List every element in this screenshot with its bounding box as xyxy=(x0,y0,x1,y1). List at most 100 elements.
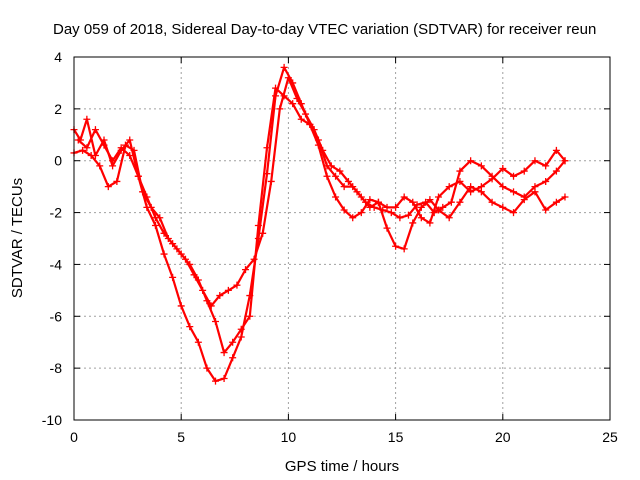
data-point-marker xyxy=(510,172,518,180)
data-point-marker xyxy=(246,312,254,320)
data-point-marker xyxy=(306,120,314,128)
data-point-marker xyxy=(177,302,185,310)
data-point-marker xyxy=(297,115,305,123)
data-point-marker xyxy=(169,240,177,248)
data-point-marker xyxy=(409,198,417,206)
data-point-marker xyxy=(417,214,425,222)
data-point-marker xyxy=(510,188,518,196)
data-point-marker xyxy=(499,183,507,191)
data-point-marker xyxy=(332,193,340,201)
y-tick-label: -2 xyxy=(50,205,63,221)
data-point-marker xyxy=(194,276,202,284)
data-point-marker xyxy=(434,193,442,201)
data-point-marker xyxy=(426,196,434,204)
data-point-marker xyxy=(151,214,159,222)
data-point-marker xyxy=(293,94,301,102)
data-point-marker xyxy=(488,175,496,183)
data-point-marker xyxy=(456,198,464,206)
x-tick-label: 0 xyxy=(70,429,78,445)
data-point-marker xyxy=(194,338,202,346)
data-point-marker xyxy=(254,222,262,230)
data-point-marker xyxy=(456,167,464,175)
data-point-marker xyxy=(186,260,194,268)
data-point-marker xyxy=(151,222,159,230)
data-point-marker xyxy=(169,273,177,281)
x-tick-label: 15 xyxy=(388,429,404,445)
y-tick-label: 4 xyxy=(54,49,62,65)
y-tick-label: 2 xyxy=(54,101,62,117)
data-point-marker xyxy=(113,177,121,185)
data-point-marker xyxy=(267,177,275,185)
data-point-marker xyxy=(263,144,271,152)
data-point-marker xyxy=(340,206,348,214)
data-point-marker xyxy=(417,203,425,211)
data-point-marker xyxy=(143,193,151,201)
axis-ticks: 0 5 10 15 20 25 -10 -8 -6 -4 -2 0 2 4 xyxy=(42,49,618,445)
data-point-marker xyxy=(477,183,485,191)
data-point-marker xyxy=(216,292,224,300)
data-point-marker xyxy=(426,219,434,227)
data-point-marker xyxy=(477,162,485,170)
data-point-marker xyxy=(91,126,99,134)
data-point-marker xyxy=(134,172,142,180)
data-point-marker xyxy=(400,245,408,253)
data-point-marker xyxy=(531,183,539,191)
data-point-marker xyxy=(229,354,237,362)
data-point-marker xyxy=(357,209,365,217)
data-point-marker xyxy=(344,177,352,185)
data-point-marker xyxy=(280,92,288,100)
data-point-marker xyxy=(336,167,344,175)
data-point-marker xyxy=(224,286,232,294)
data-point-marker xyxy=(160,229,168,237)
x-tick-label: 10 xyxy=(281,429,297,445)
data-point-marker xyxy=(280,63,288,71)
data-point-marker xyxy=(74,136,82,144)
data-point-marker xyxy=(552,198,560,206)
y-tick-label: -4 xyxy=(50,256,63,272)
data-point-marker xyxy=(79,146,87,154)
data-point-marker xyxy=(542,162,550,170)
data-point-marker xyxy=(392,242,400,250)
series-line xyxy=(77,87,567,354)
data-point-marker xyxy=(409,219,417,227)
data-point-marker xyxy=(203,297,211,305)
data-point-marker xyxy=(439,203,447,211)
grid xyxy=(74,57,610,420)
data-point-marker xyxy=(387,209,395,217)
data-point-marker xyxy=(323,172,331,180)
x-tick-label: 25 xyxy=(602,429,618,445)
data-point-marker xyxy=(366,196,374,204)
data-point-marker xyxy=(499,203,507,211)
data-point-marker xyxy=(396,214,404,222)
data-point-marker xyxy=(456,177,464,185)
data-point-marker xyxy=(100,141,108,149)
data-point-marker xyxy=(104,183,112,191)
data-point-marker xyxy=(96,162,104,170)
series-trace-3 xyxy=(74,84,569,357)
x-axis-label: GPS time / hours xyxy=(285,458,399,475)
data-point-marker xyxy=(561,193,569,201)
data-point-marker xyxy=(177,250,185,258)
data-point-marker xyxy=(212,317,220,325)
data-point-marker xyxy=(542,206,550,214)
y-tick-label: 0 xyxy=(54,153,62,169)
data-point-marker xyxy=(220,375,228,383)
data-point-marker xyxy=(404,211,412,219)
plot-frame xyxy=(73,56,611,421)
data-point-marker xyxy=(272,84,280,92)
data-point-marker xyxy=(203,364,211,372)
data-point-marker xyxy=(445,183,453,191)
data-point-marker xyxy=(445,214,453,222)
data-point-marker xyxy=(392,203,400,211)
data-point-marker xyxy=(340,183,348,191)
data-point-marker xyxy=(349,183,357,191)
data-point-marker xyxy=(349,214,357,222)
data-point-marker xyxy=(109,157,117,165)
data-point-marker xyxy=(233,281,241,289)
data-point-marker xyxy=(552,167,560,175)
data-point-marker xyxy=(357,193,365,201)
data-point-marker xyxy=(314,136,322,144)
y-tick-label: -6 xyxy=(50,308,63,324)
data-point-marker xyxy=(289,100,297,108)
